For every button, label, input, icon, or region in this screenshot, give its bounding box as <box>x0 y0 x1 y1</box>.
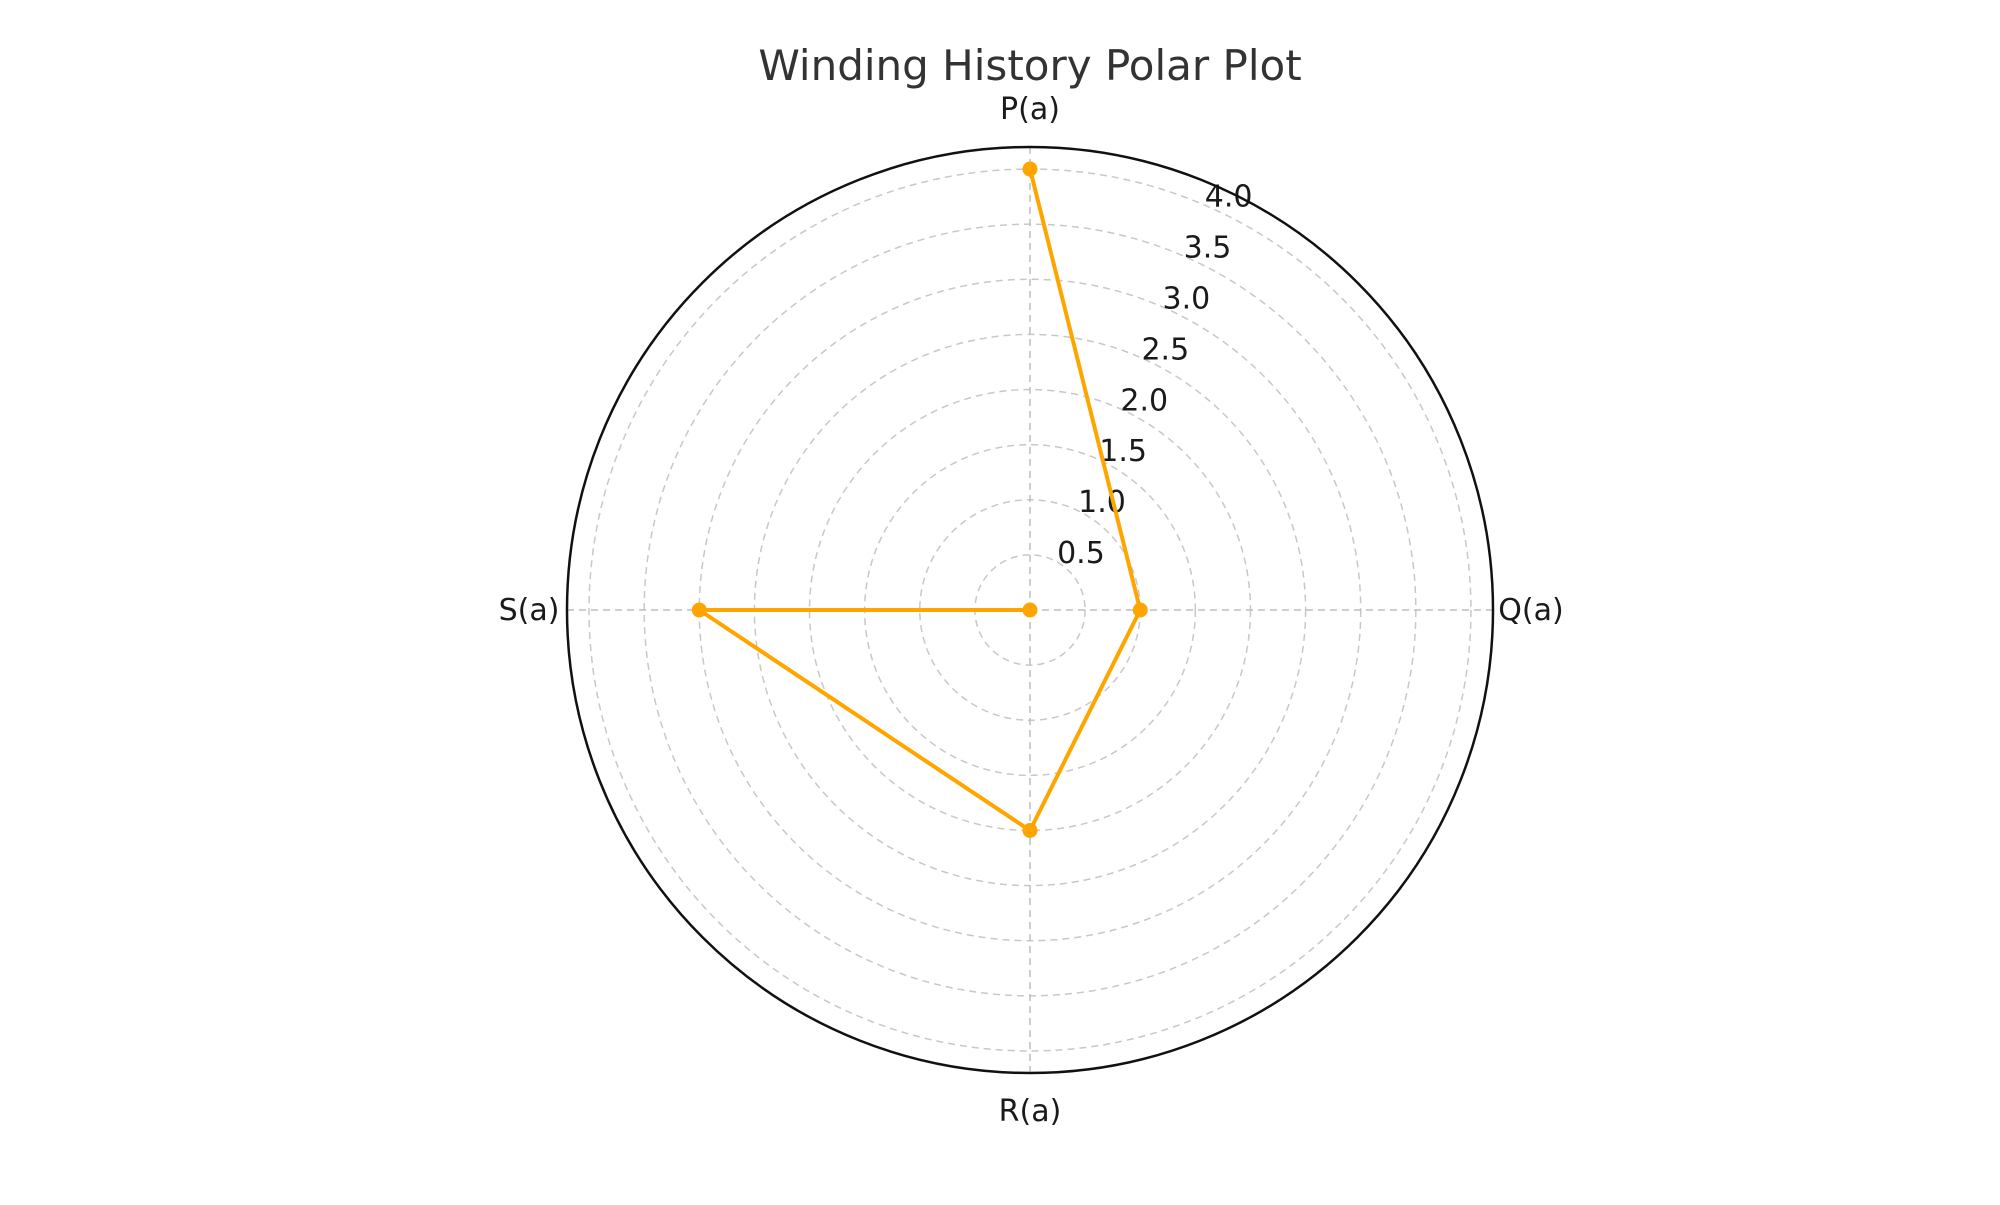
category-label: S(a) <box>499 593 560 628</box>
category-label: P(a) <box>1000 92 1060 127</box>
category-label: R(a) <box>999 1094 1062 1129</box>
series-line <box>697 168 1143 833</box>
data-point <box>1132 602 1148 618</box>
data-point <box>1022 161 1038 177</box>
data-point <box>1022 602 1038 618</box>
radial-tick-label: 2.0 <box>1120 383 1168 418</box>
data-point <box>691 602 707 618</box>
polar-frame <box>565 145 1495 1075</box>
series-layer <box>691 161 1148 838</box>
radial-tick-label: 0.5 <box>1057 536 1105 571</box>
radial-tick-label: 3.5 <box>1184 231 1232 266</box>
radial-tick-label: 1.5 <box>1099 434 1147 469</box>
chart-title: Winding History Polar Plot <box>758 41 1301 90</box>
category-label: Q(a) <box>1498 593 1563 628</box>
category-labels: P(a) Q(a) R(a) S(a) <box>499 92 1564 1129</box>
radial-tick-label: 2.5 <box>1141 332 1189 367</box>
radial-tick-label: 1.0 <box>1078 485 1126 520</box>
data-point <box>1022 822 1038 838</box>
radial-tick-label: 3.0 <box>1163 281 1211 316</box>
radial-tick-labels: 0.51.01.52.02.53.03.54.0 <box>1057 180 1252 571</box>
